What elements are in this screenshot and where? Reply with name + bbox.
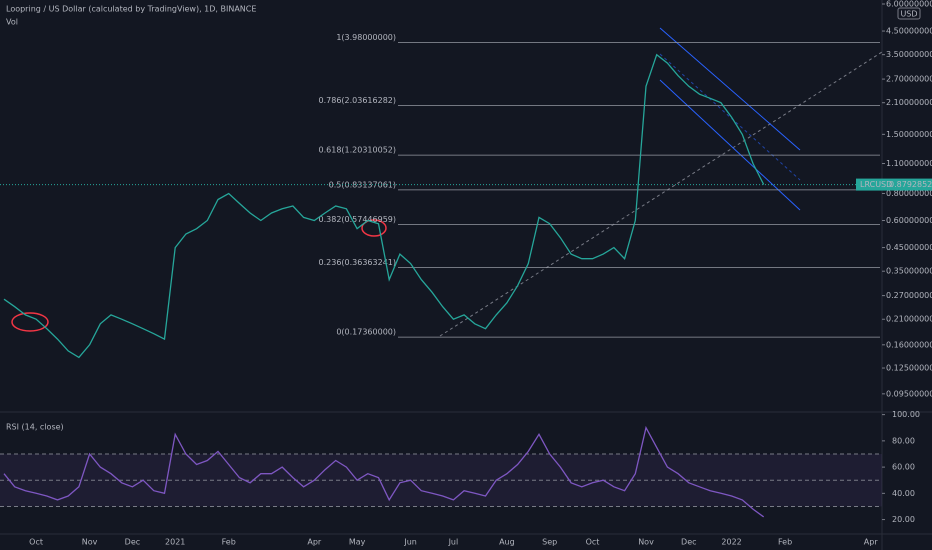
fib-label: 1(3.98000000) — [336, 33, 396, 42]
x-tick-label: 2021 — [165, 538, 185, 547]
y-tick-label: 0.09500000 — [886, 389, 932, 398]
y-tick-label: 40.00 — [892, 489, 915, 498]
y-tick-label: 1.50000000 — [886, 130, 932, 139]
x-tick-label: Feb — [778, 538, 792, 547]
x-tick-label: Feb — [222, 538, 236, 547]
x-tick-label: 2022 — [721, 538, 741, 547]
x-tick-label: Apr — [307, 538, 322, 547]
currency-label: USD — [900, 10, 917, 19]
x-tick-label: Dec — [125, 538, 140, 547]
x-tick-label: Jul — [448, 538, 459, 547]
x-tick-label: Aug — [499, 538, 515, 547]
channel-line — [659, 79, 801, 211]
x-tick-label: Jun — [403, 538, 417, 547]
y-tick-label: 2.10000000 — [886, 98, 932, 107]
last-price-label: 0.87928525 — [889, 180, 932, 189]
y-tick-label: 0.12500000 — [886, 364, 932, 373]
y-tick-label: 0.27000000 — [886, 291, 932, 300]
y-tick-label: 0.60000000 — [886, 216, 932, 225]
x-tick-label: Apr — [864, 538, 879, 547]
y-tick-label: 4.50000000 — [886, 27, 932, 36]
y-tick-label: 3.50000000 — [886, 50, 932, 59]
y-tick-label: 0.21000000 — [886, 315, 932, 324]
x-tick-label: Oct — [586, 538, 600, 547]
fib-label: 0.5(0.83137061) — [329, 180, 396, 189]
fib-label: 0.618(1.20310052) — [319, 146, 397, 155]
price-line — [3, 53, 765, 359]
symbol-label: LRCUSD — [860, 180, 892, 189]
rsi-title: RSI (14, close) — [6, 423, 64, 432]
volume-label: Vol — [6, 18, 18, 27]
currency-box — [897, 7, 921, 20]
y-tick-label: 2.70000000 — [886, 75, 932, 84]
x-tick-label: Nov — [82, 538, 98, 547]
x-tick-label: Dec — [681, 538, 696, 547]
x-tick-label: Oct — [29, 538, 43, 547]
y-tick-label: 80.00 — [892, 436, 915, 445]
fib-label: 0.786(2.03616282) — [319, 96, 397, 105]
y-tick-label: 100.00 — [892, 410, 920, 419]
highlight-ellipse — [11, 312, 49, 332]
x-tick-label: Nov — [638, 538, 654, 547]
fib-label: 0.382(0.57446959) — [319, 215, 397, 224]
y-tick-label: 6.00000000 — [886, 0, 932, 8]
channel-mid — [659, 53, 801, 181]
y-tick-label: 1.10000000 — [886, 159, 932, 168]
y-tick-label: 0.16000000 — [886, 340, 932, 349]
highlight-ellipse — [361, 219, 387, 237]
y-tick-label: 0.80000000 — [886, 189, 932, 198]
x-tick-label: Sep — [542, 538, 557, 547]
fib-label: 0(0.17360000) — [336, 328, 396, 337]
chart-title: Loopring / US Dollar (calculated by Trad… — [6, 5, 256, 14]
x-tick-label: May — [349, 538, 366, 547]
fib-label: 0.236(0.36363241) — [319, 258, 397, 267]
price-tag — [856, 178, 932, 191]
y-tick-label: 20.00 — [892, 515, 915, 524]
y-tick-label: 60.00 — [892, 463, 915, 472]
y-tick-label: 0.35000000 — [886, 267, 932, 276]
channel-line — [659, 27, 801, 151]
rsi-line — [3, 425, 765, 518]
y-tick-label: 0.45000000 — [886, 243, 932, 252]
